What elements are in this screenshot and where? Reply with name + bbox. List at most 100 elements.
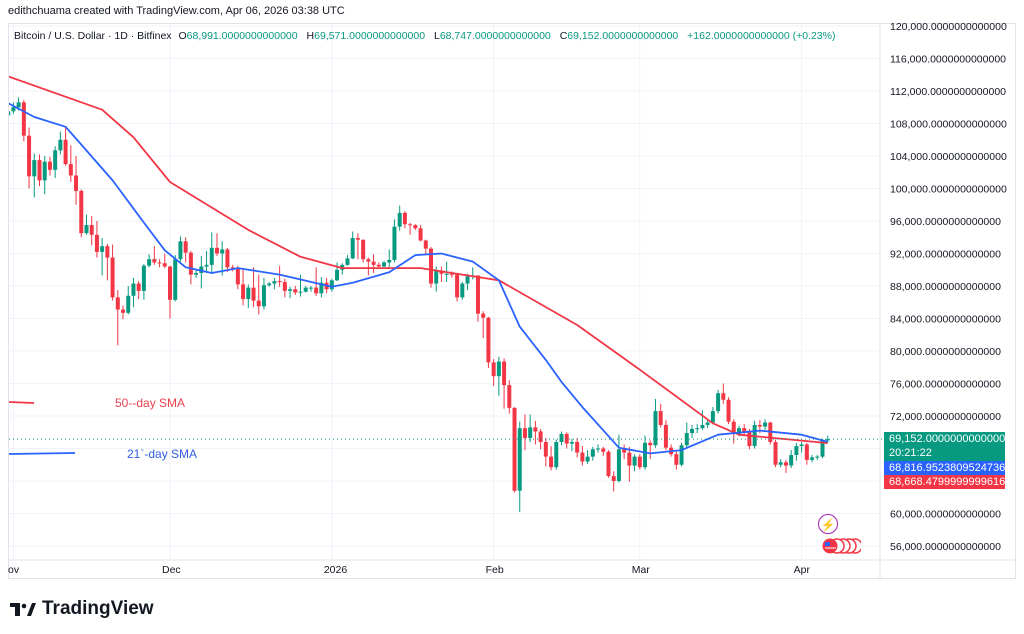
candle-down: [804, 442, 809, 465]
candle-up: [559, 431, 564, 446]
candle-body: [256, 300, 261, 307]
candle-down: [115, 290, 120, 346]
candle-down: [533, 420, 538, 445]
candle-down: [580, 446, 585, 466]
candle-up: [126, 286, 131, 315]
low-label: L: [433, 30, 440, 42]
candle-down: [277, 265, 282, 287]
candle-body: [235, 268, 240, 285]
candle-body: [554, 442, 559, 468]
candle-body: [736, 428, 741, 434]
candle-down: [543, 437, 548, 467]
candle-body: [183, 241, 188, 253]
candle-body: [277, 281, 282, 283]
candle-body: [648, 442, 653, 446]
candle-body: [726, 399, 731, 422]
candle-up: [209, 232, 214, 274]
candle-body: [606, 451, 611, 477]
candle-up: [684, 422, 689, 448]
plot-area: [9, 24, 880, 560]
candle-up: [178, 236, 183, 262]
time-tick-label: 2026: [324, 564, 348, 576]
candle-body: [653, 411, 658, 446]
candle-up: [799, 442, 804, 453]
candle-body: [590, 449, 595, 457]
candle-body: [674, 454, 679, 465]
candle-body: [783, 462, 788, 466]
candle-down: [366, 257, 371, 276]
price-tick-label: 92,000.0000000000000: [890, 249, 1001, 261]
candle-up: [100, 238, 105, 276]
candle-body: [632, 456, 637, 466]
candle-up: [387, 249, 392, 269]
candle-body: [684, 433, 689, 446]
candle-up: [794, 442, 799, 461]
candle-body: [559, 433, 564, 442]
candle-body: [115, 297, 120, 310]
brand-name: TradingView: [42, 598, 154, 619]
candle-up: [131, 277, 136, 308]
candle-body: [643, 442, 648, 468]
candle-down: [157, 259, 162, 268]
price-tick-label: 112,000.0000000000000: [890, 86, 1006, 98]
candle-down: [538, 429, 543, 450]
open-label: O: [178, 30, 187, 42]
candle-body: [622, 449, 627, 453]
candle-down: [235, 265, 240, 290]
symbol-legend: Bitcoin / U.S. Dollar · 1D · Bitfinex O 6…: [14, 30, 841, 42]
candle-up: [199, 255, 204, 289]
candle-up: [700, 410, 705, 430]
candle-down: [94, 221, 99, 258]
price-tick-label: 56,000.0000000000000: [890, 541, 1001, 553]
lightning-icon[interactable]: ⚡: [818, 514, 838, 534]
candle-up: [517, 421, 522, 512]
price-tick-label: 120,000.0000000000000: [890, 21, 1007, 33]
candle-body: [601, 448, 606, 452]
candle-body: [804, 444, 809, 460]
price-tick-label: 96,000.0000000000000: [890, 216, 1001, 228]
candle-body: [616, 449, 621, 481]
candle-body: [789, 455, 794, 466]
bar-countdown: 20:21:22: [889, 447, 932, 459]
candle-up: [272, 277, 277, 290]
candle-up: [298, 274, 303, 297]
candle-up: [303, 286, 308, 293]
symbol-name[interactable]: Bitcoin / U.S. Dollar · 1D · Bitfinex: [14, 30, 172, 42]
candle-body: [147, 259, 152, 266]
candle-down: [402, 211, 407, 229]
candle-down: [314, 267, 319, 296]
candle-down: [502, 358, 507, 409]
candle-body: [63, 139, 68, 165]
candle-down: [611, 471, 616, 492]
time-tick-label: Mar: [632, 564, 651, 576]
candle-up: [397, 205, 402, 231]
candle-up: [653, 398, 658, 448]
candle-body: [658, 411, 663, 425]
candle-up: [596, 444, 601, 453]
candle-body: [188, 252, 193, 275]
us-flag-icon[interactable]: [821, 538, 861, 554]
price-tick-label: 104,000.0000000000000: [890, 151, 1007, 163]
close-value: 69,152.0000000000000: [567, 30, 679, 42]
candle-body: [68, 164, 73, 176]
candle-down: [768, 421, 773, 445]
sma50-annotation: 50--day SMA: [115, 396, 186, 410]
candle-body: [444, 273, 449, 275]
candle-body: [549, 456, 554, 468]
candle-down: [214, 233, 219, 256]
candle-body: [194, 273, 199, 275]
candle-body: [126, 295, 131, 313]
candle-body: [533, 427, 538, 432]
candle-down: [564, 432, 569, 449]
candle-down: [152, 246, 157, 265]
candle-body: [168, 266, 172, 300]
candle-body: [763, 422, 768, 427]
tradingview-logo[interactable]: TradingView: [10, 598, 154, 620]
candle-body: [449, 273, 454, 275]
candle-up: [763, 419, 768, 430]
price-tick-label: 84,000.0000000000000: [890, 314, 1001, 326]
candle-body: [397, 212, 402, 227]
candle-down: [637, 454, 642, 470]
candle-down: [549, 446, 554, 471]
